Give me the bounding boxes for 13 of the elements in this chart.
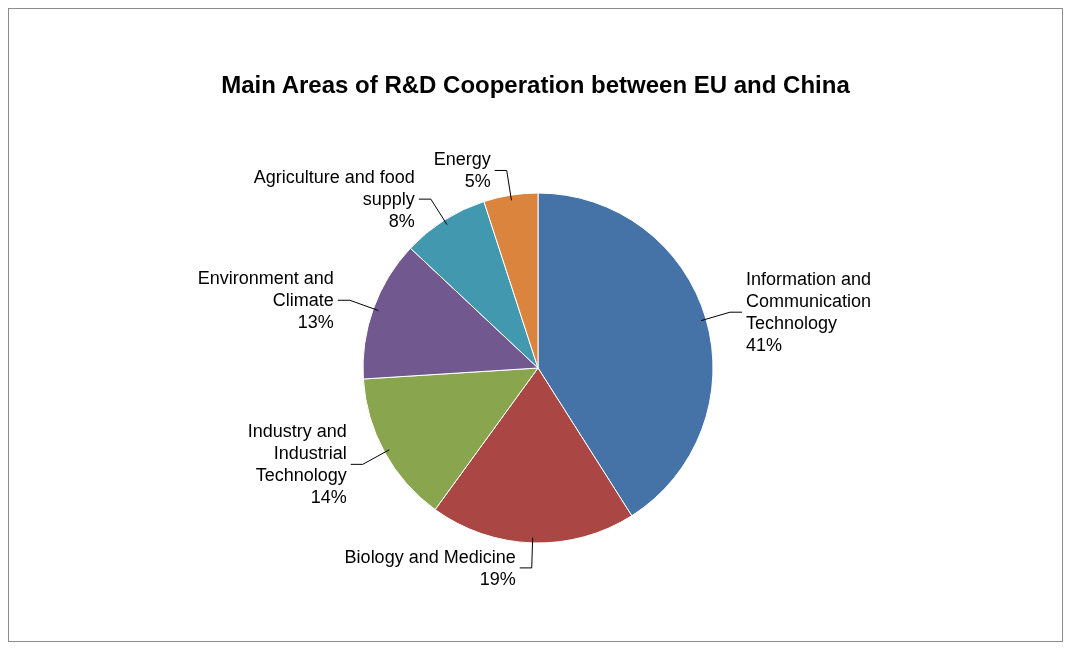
chart-title: Main Areas of R&D Cooperation between EU and China — [221, 71, 851, 98]
slice-label: Biology and Medicine — [344, 546, 516, 567]
data-label: 13% — [297, 312, 334, 333]
data-label: 8% — [388, 211, 415, 232]
data-label: 19% — [479, 568, 516, 589]
slice-label: Energy — [433, 149, 491, 170]
data-label: 41% — [746, 335, 783, 356]
slice-label: Environment and Climate — [197, 268, 334, 311]
slice-label: Industry and Industrial Technology — [247, 421, 347, 486]
data-label: 5% — [464, 171, 491, 192]
slice-label: Information and Communication Technology — [746, 269, 872, 334]
slice-label: Agriculture and food supply — [253, 167, 415, 210]
data-label: 14% — [310, 487, 347, 508]
